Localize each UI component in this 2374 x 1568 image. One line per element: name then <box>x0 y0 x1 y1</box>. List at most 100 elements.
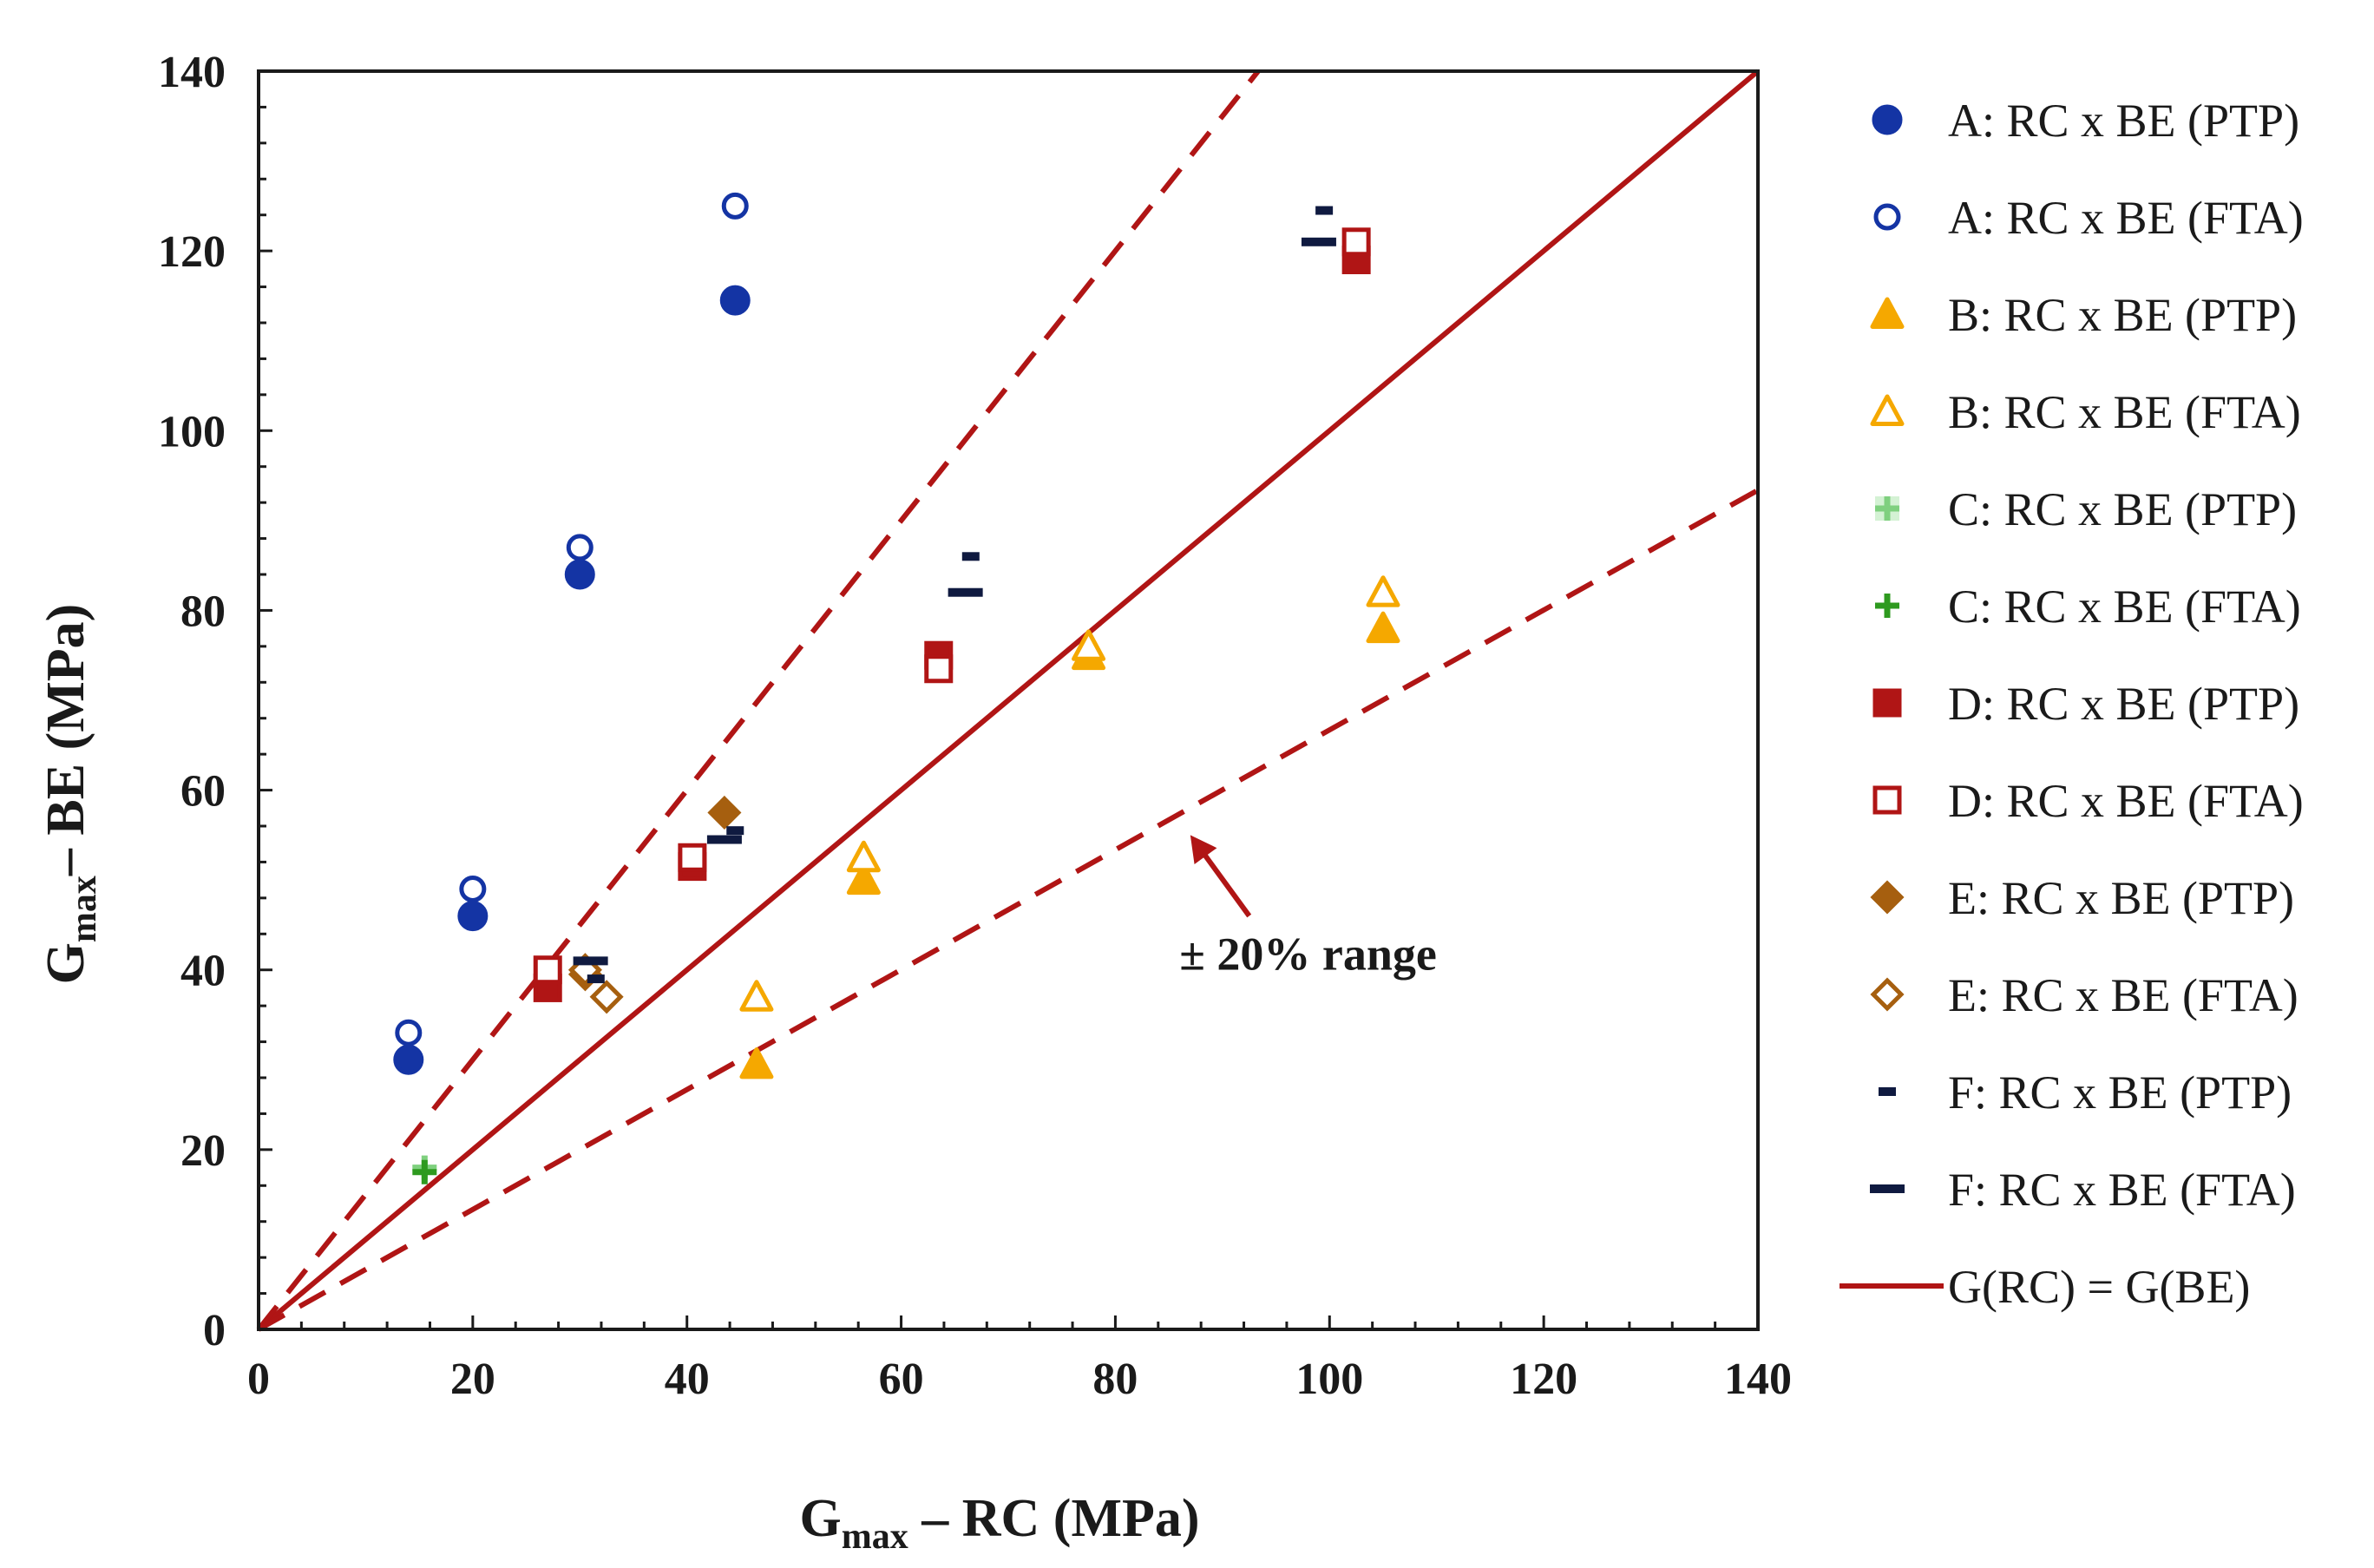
legend-label: D: RC x BE (FTA) <box>1948 775 2304 827</box>
x-tick-label: 60 <box>879 1355 924 1404</box>
data-point <box>412 1159 437 1184</box>
legend-marker <box>1873 203 1901 231</box>
x-tick-label: 0 <box>247 1355 270 1404</box>
data-points <box>393 192 1400 1184</box>
y-tick-label: 40 <box>180 947 226 996</box>
data-point <box>393 1044 424 1075</box>
legend-label: A: RC x BE (PTP) <box>1948 95 2299 147</box>
legend-label: F: RC x BE (PTP) <box>1948 1066 2292 1119</box>
data-point <box>395 1019 423 1046</box>
legend-label: A: RC x BE (FTA) <box>1948 192 2304 244</box>
legend-marker <box>1872 785 1902 815</box>
data-point <box>1301 237 1336 246</box>
legend-marker <box>1870 977 1905 1012</box>
data-point <box>961 552 980 561</box>
legend-item: D: RC x BE (FTA) <box>1872 775 2304 827</box>
y-tick-label: 120 <box>158 227 226 277</box>
data-point <box>739 1046 774 1079</box>
x-axis-title-main: G <box>800 1489 842 1548</box>
legend-item: B: RC x BE (FTA) <box>1870 386 2301 438</box>
legend-marker <box>1872 688 1902 718</box>
x-tick-label: 40 <box>665 1355 710 1404</box>
legend-label: B: RC x BE (FTA) <box>1948 386 2301 438</box>
y-axis-title-rest: – BE (MPa) <box>36 604 95 876</box>
data-point <box>846 863 881 896</box>
x-tick-label: 100 <box>1295 1355 1363 1404</box>
legend-item: A: RC x BE (FTA) <box>1873 192 2304 244</box>
data-point <box>533 955 562 985</box>
axis-ticks <box>257 69 1760 1331</box>
x-tick-label: 140 <box>1724 1355 1792 1404</box>
legend-item: C: RC x BE (PTP) <box>1875 483 2297 535</box>
y-axis-title-sub: max <box>64 876 104 942</box>
legend-marker <box>1870 880 1905 915</box>
data-point <box>719 285 751 316</box>
data-point <box>739 980 774 1012</box>
y-tick-label: 80 <box>180 587 226 636</box>
data-point <box>678 843 707 872</box>
annotation-arrow <box>1200 850 1252 918</box>
legend-label: D: RC x BE (PTP) <box>1948 678 2299 730</box>
legend-marker <box>1875 496 1899 521</box>
annotation-arrow-head <box>1190 835 1217 865</box>
range-annotation: ± 20% range <box>1179 835 1437 981</box>
plot-frame <box>257 69 1760 1331</box>
data-point <box>573 956 608 966</box>
equality-line <box>257 69 1760 1332</box>
x-tick-label: 80 <box>1092 1355 1138 1404</box>
x-axis-title: Gmax – RC (MPa) <box>800 1489 1200 1557</box>
data-point <box>1366 575 1400 607</box>
data-point <box>707 795 742 830</box>
data-point <box>948 587 983 597</box>
data-point <box>589 980 624 1014</box>
legend-item: G(RC) = G(BE) <box>1840 1261 2250 1313</box>
legend-item: E: RC x BE (FTA) <box>1870 969 2299 1021</box>
legend-marker <box>1870 297 1905 329</box>
data-point <box>457 901 489 932</box>
data-point <box>459 876 487 902</box>
data-point <box>706 835 742 844</box>
legend-item: F: RC x BE (FTA) <box>1870 1164 2296 1216</box>
legend-label: B: RC x BE (PTP) <box>1948 289 2297 341</box>
data-point <box>566 534 594 561</box>
bound-line <box>256 69 1261 1331</box>
x-tick-label: 120 <box>1510 1355 1577 1404</box>
data-point <box>1366 611 1400 644</box>
legend-item: A: RC x BE (PTP) <box>1872 95 2299 147</box>
legend-label: G(RC) = G(BE) <box>1948 1261 2250 1313</box>
legend-item: B: RC x BE (PTP) <box>1870 289 2297 341</box>
y-tick-label: 0 <box>203 1306 226 1355</box>
y-tick-label: 60 <box>180 767 226 817</box>
legend-marker <box>1879 1087 1896 1096</box>
data-point <box>564 559 595 590</box>
legend-label: F: RC x BE (FTA) <box>1948 1164 2296 1216</box>
legend-item: E: RC x BE (PTP) <box>1870 872 2294 924</box>
data-point <box>846 840 881 873</box>
x-tick-label: 20 <box>450 1355 495 1404</box>
data-point <box>726 826 744 836</box>
legend-item: C: RC x BE (FTA) <box>1875 581 2301 633</box>
x-axis-title-sub: max <box>842 1517 908 1557</box>
legend-marker <box>1870 1184 1905 1193</box>
y-tick-label: 100 <box>158 407 226 456</box>
data-point <box>1072 629 1106 661</box>
tick-labels: 0 20 40 60 80 100 120 140 0 20 40 60 80 100 120 140 <box>158 48 1792 1404</box>
legend-item: D: RC x BE (PTP) <box>1872 678 2299 730</box>
bound-line <box>257 488 1760 1332</box>
legend-marker <box>1875 594 1899 618</box>
legend-item: F: RC x BE (PTP) <box>1879 1066 2292 1119</box>
legend-marker <box>1872 104 1903 135</box>
data-point <box>924 654 954 684</box>
y-tick-label: 140 <box>158 48 226 97</box>
data-point <box>1341 227 1371 257</box>
reference-lines <box>256 69 1760 1332</box>
data-point <box>721 192 749 220</box>
data-point <box>587 974 605 984</box>
legend: A: RC x BE (PTP) A: RC x BE (FTA) B: RC x … <box>1840 95 2304 1313</box>
y-axis-title-main: G <box>36 942 95 984</box>
y-axis-title: Gmax– BE (MPa) <box>36 604 104 985</box>
legend-marker <box>1870 394 1905 426</box>
x-axis-title-rest: – RC (MPa) <box>908 1489 1200 1548</box>
legend-label: E: RC x BE (PTP) <box>1948 872 2294 924</box>
